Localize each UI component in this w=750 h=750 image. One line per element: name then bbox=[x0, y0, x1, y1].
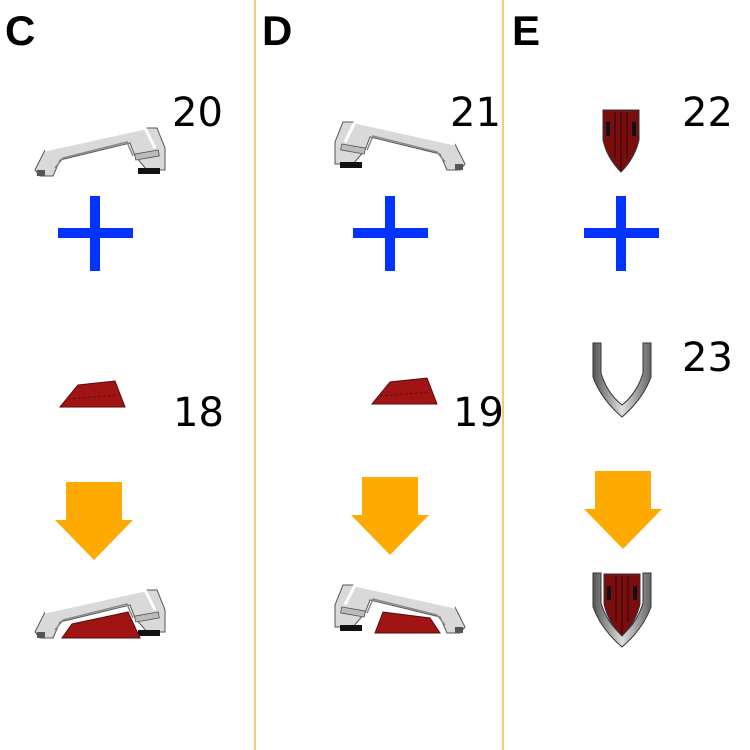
part-number: 22 bbox=[682, 90, 733, 136]
arrow-down-icon bbox=[55, 482, 133, 560]
part-number: 23 bbox=[682, 335, 733, 381]
part-wedge bbox=[371, 377, 438, 405]
part-v-frame bbox=[592, 342, 652, 418]
arrow-down-icon bbox=[584, 471, 662, 549]
part-number: 18 bbox=[173, 390, 224, 436]
plus-icon bbox=[58, 196, 133, 271]
part-number: 21 bbox=[450, 90, 501, 136]
part-number: 19 bbox=[453, 390, 504, 436]
part-shield bbox=[602, 109, 640, 173]
part-wedge bbox=[59, 380, 126, 408]
assembled-part bbox=[592, 572, 652, 648]
part-bracket bbox=[33, 126, 167, 178]
column-label: C bbox=[5, 7, 35, 54]
plus-icon bbox=[353, 196, 428, 271]
column-label: E bbox=[512, 7, 540, 54]
assembled-part bbox=[333, 583, 467, 635]
plus-icon bbox=[584, 196, 659, 271]
arrow-down-icon bbox=[351, 477, 429, 555]
column-label: D bbox=[262, 7, 292, 54]
part-number: 20 bbox=[172, 90, 223, 136]
assembled-part bbox=[33, 588, 167, 640]
part-bracket bbox=[333, 120, 467, 172]
